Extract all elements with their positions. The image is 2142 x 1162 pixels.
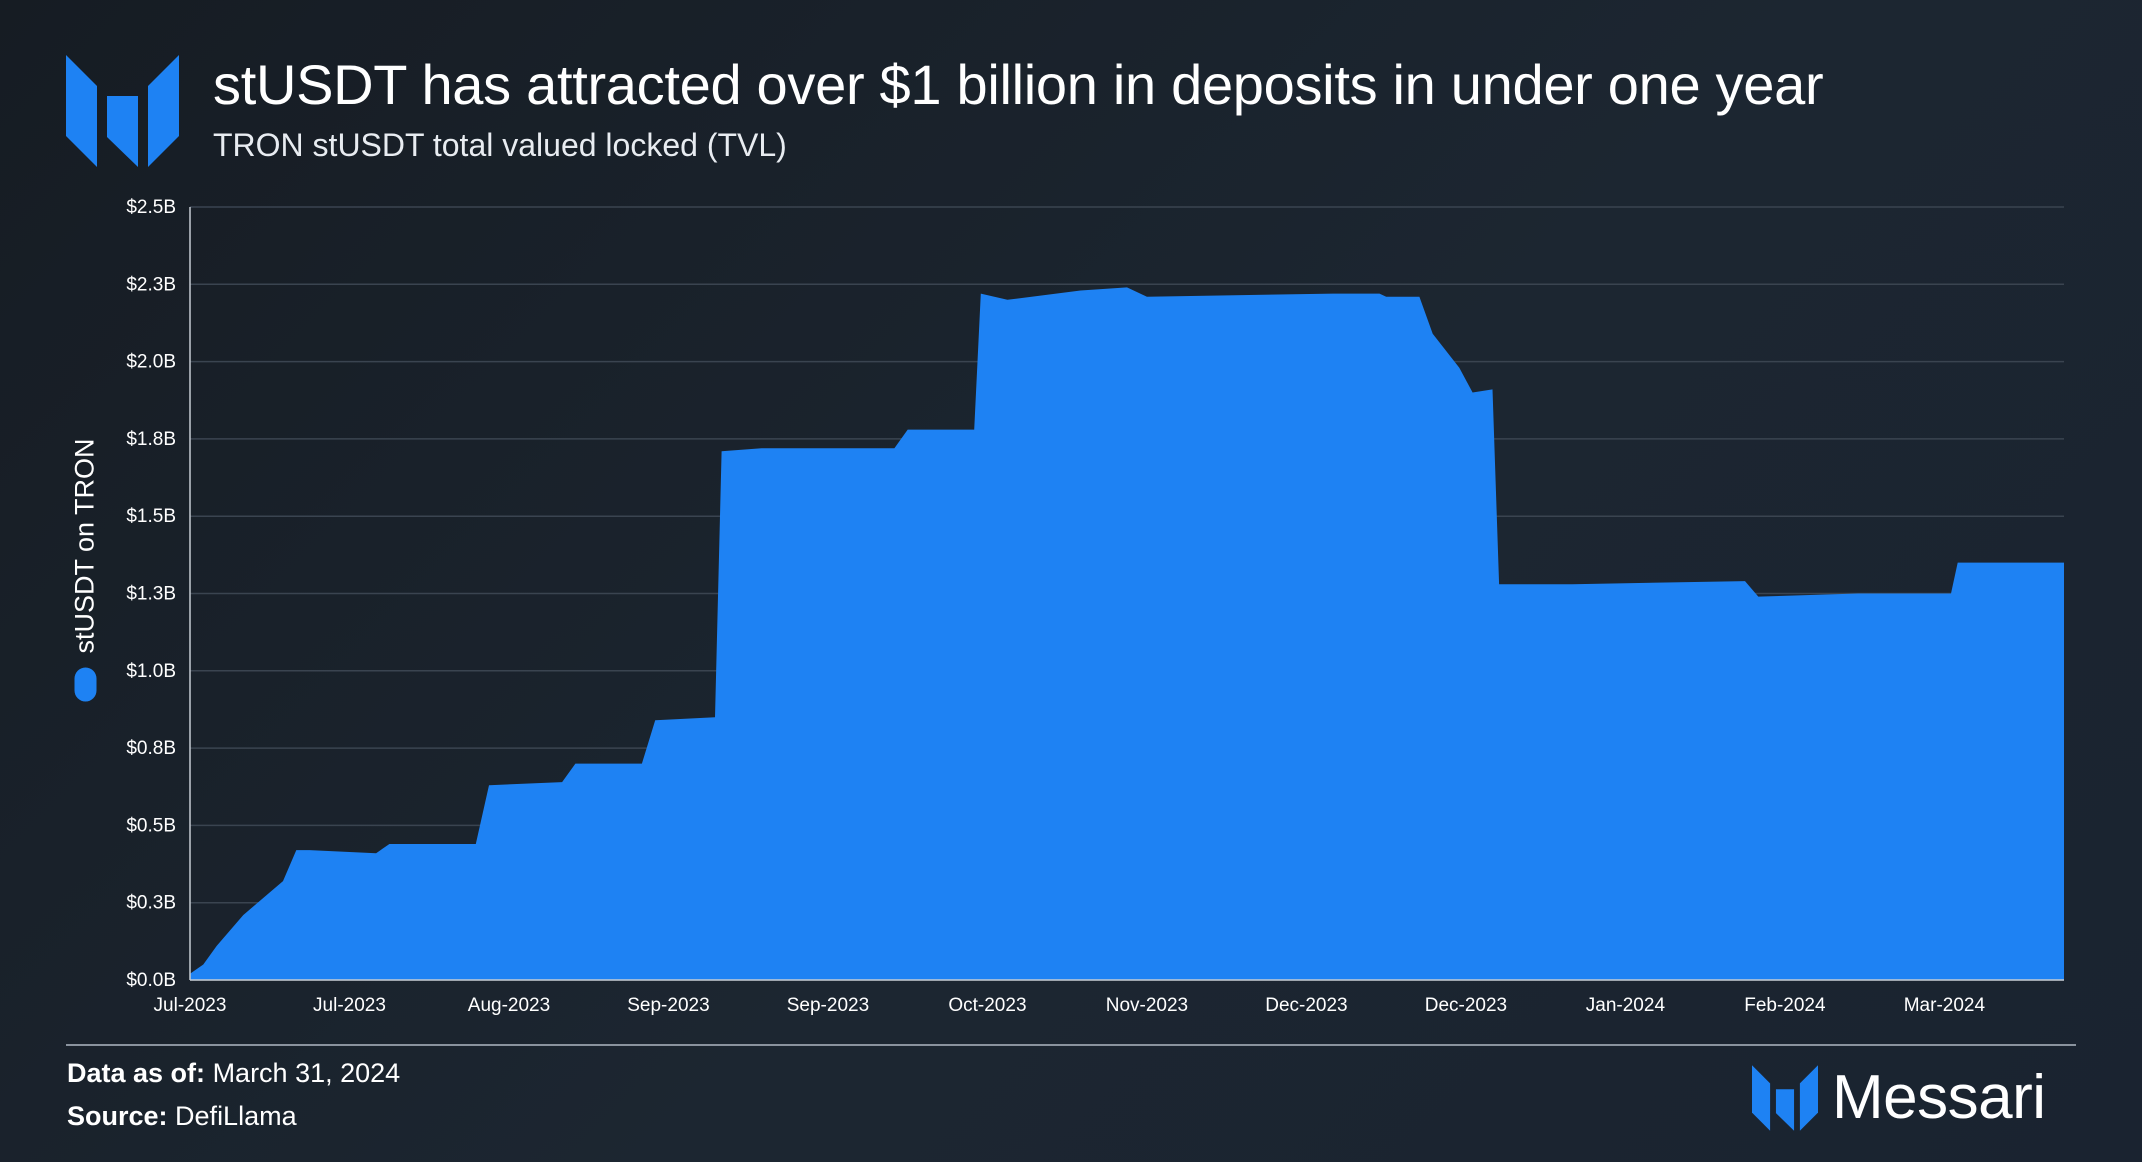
- x-tick-label: Feb-2024: [1744, 995, 1826, 1016]
- x-tick-label: Jan-2024: [1586, 995, 1666, 1016]
- y-tick-label: $1.8B: [126, 429, 176, 450]
- x-tick-label: Oct-2023: [948, 995, 1026, 1016]
- messari-brand-icon: [1752, 1064, 1818, 1131]
- x-tick-label: Jul-2023: [154, 995, 227, 1016]
- x-tick-label: Dec-2023: [1265, 995, 1347, 1016]
- y-tick-label: $2.5B: [126, 197, 176, 218]
- x-tick-label: Sep-2023: [787, 995, 869, 1016]
- data-as-of-label: Data as of:: [67, 1058, 206, 1088]
- x-tick-label: Aug-2023: [468, 995, 550, 1016]
- logo-right-bar: [148, 55, 179, 167]
- brand-name: Messari: [1832, 1063, 2046, 1132]
- logo-left-bar: [66, 55, 97, 167]
- source-value: DefiLlama: [175, 1101, 297, 1131]
- tvl-area-chart: $0.0B $0.3B $0.5B $0.8B $1.0B $1.3B $1.5B $1.8B…: [126, 197, 2064, 1016]
- y-tick-label: $2.3B: [126, 274, 176, 295]
- y-tick-label: $0.5B: [126, 815, 176, 836]
- y-tick-label: $1.5B: [126, 506, 176, 527]
- brand-lockup: Messari: [1752, 1062, 2046, 1133]
- legend-swatch: [74, 667, 96, 702]
- source-label: Source:: [67, 1101, 168, 1131]
- data-as-of: Data as of: March 31, 2024: [67, 1058, 400, 1089]
- chart-subtitle: TRON stUSDT total valued locked (TVL): [213, 127, 787, 163]
- logo-middle-bar: [107, 96, 138, 167]
- y-tick-label: $0.0B: [126, 970, 176, 991]
- x-tick-label: Jul-2023: [313, 995, 386, 1016]
- messari-logo-icon: [66, 55, 179, 167]
- x-tick-label: Sep-2023: [627, 995, 709, 1016]
- legend-item: stUSDT on TRON: [69, 438, 101, 702]
- chart-title: stUSDT has attracted over $1 billion in …: [213, 53, 1824, 116]
- tvl-area-series: [190, 287, 2064, 980]
- y-tick-label: $2.0B: [126, 352, 176, 373]
- data-as-of-value: March 31, 2024: [212, 1058, 401, 1088]
- source-line: Source: DefiLlama: [67, 1101, 297, 1132]
- x-tick-label: Nov-2023: [1106, 995, 1188, 1016]
- y-tick-label: $0.8B: [126, 738, 176, 759]
- y-tick-label: $0.3B: [126, 893, 176, 914]
- y-tick-label: $1.0B: [126, 661, 176, 682]
- x-tick-label: Mar-2024: [1904, 995, 1986, 1016]
- footer-divider: [66, 1044, 2076, 1046]
- y-tick-label: $1.3B: [126, 584, 176, 605]
- y-axis-title-area: stUSDT on TRON: [62, 390, 108, 750]
- y-axis-title: stUSDT on TRON: [69, 438, 100, 654]
- x-tick-label: Dec-2023: [1425, 995, 1507, 1016]
